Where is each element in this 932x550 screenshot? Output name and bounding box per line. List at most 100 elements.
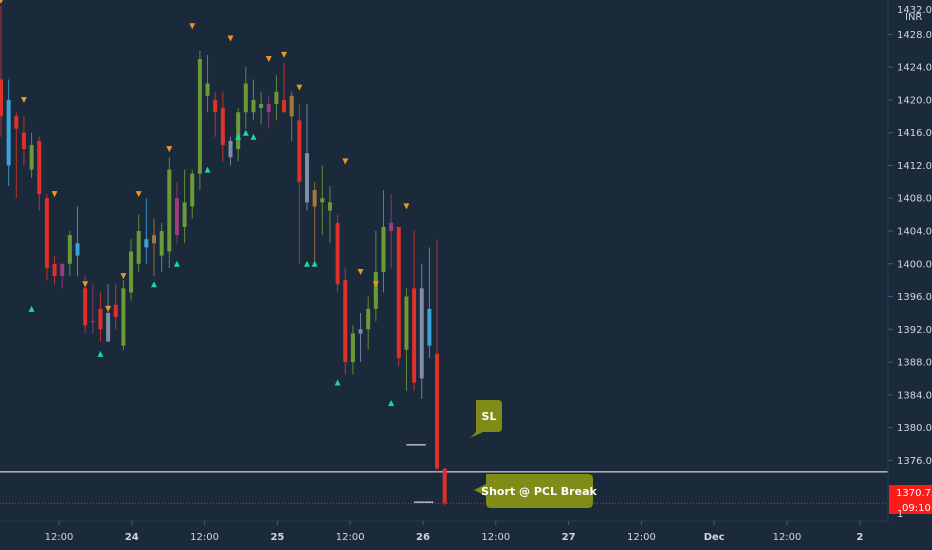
candle[interactable] [297,104,302,264]
candle[interactable] [389,194,394,268]
candle-body [6,99,11,166]
candle[interactable] [427,247,432,358]
candle[interactable] [350,325,355,375]
candle[interactable] [21,116,26,166]
candle[interactable] [213,91,218,137]
candle[interactable] [381,190,386,293]
candle[interactable] [159,222,164,272]
candle[interactable] [6,79,11,186]
candle[interactable] [113,284,118,330]
candle[interactable] [396,226,401,367]
candle[interactable] [52,255,57,285]
candle[interactable] [358,312,363,363]
candle[interactable] [197,50,202,191]
price-tick-label: 1408.00 [897,194,932,205]
candle[interactable] [44,194,49,281]
candle-body [312,190,317,207]
candle[interactable] [251,79,256,121]
time-tick-label: Dec [704,532,725,543]
candle[interactable] [335,214,340,293]
candle[interactable] [29,132,34,178]
candle[interactable] [67,231,72,277]
candle[interactable] [205,54,210,113]
candle[interactable] [404,288,409,391]
candle[interactable] [435,239,440,473]
price-axis-ticks: 1376.00 1380.00 1384.00 1388.00 1392.00 1396.… [888,30,932,467]
price-tick-label: 1376.00 [897,456,932,467]
candle-body [350,333,355,363]
candle-body [320,198,325,203]
annotation-lines-layer [406,444,434,503]
candle[interactable] [442,468,447,506]
price-tick-label: 1380.00 [897,423,932,434]
sell-signal-marker [342,158,349,165]
candle[interactable] [60,263,65,289]
candle[interactable] [228,136,233,166]
candle[interactable] [412,231,417,391]
candle[interactable] [259,91,264,125]
candle[interactable] [152,218,156,277]
candle-body [389,222,394,232]
candle[interactable] [75,206,80,277]
price-tick-label: 1412.00 [897,161,932,172]
candle-body [419,288,424,379]
candle[interactable] [190,169,195,219]
candle[interactable] [144,198,149,264]
sell-signal-marker [189,23,196,30]
candle[interactable] [98,292,103,342]
candle-body [427,308,432,346]
short-callout[interactable]: Short @ PCL Break [474,474,597,508]
candle[interactable] [289,91,294,141]
candle[interactable] [305,104,309,211]
candle[interactable] [243,67,248,129]
candles-layer[interactable] [0,5,447,506]
candle[interactable] [14,112,19,199]
candle[interactable] [167,157,172,268]
candle[interactable] [343,267,348,375]
candle[interactable] [327,185,332,244]
price-axis[interactable]: 1376.00 1380.00 1384.00 1388.00 1392.00 1396.… [887,0,932,521]
time-tick-label: 12:00 [190,532,219,543]
buy-signal-marker [204,166,211,173]
candle[interactable] [90,284,95,334]
candle[interactable] [37,136,42,211]
time-axis[interactable]: 12:00 24 12:00 25 12:00 26 12:00 27 12:00 Dec 12:0… [0,520,888,543]
candle[interactable] [320,165,325,236]
candle[interactable] [373,231,378,322]
candle[interactable] [282,63,287,113]
candle-body [205,83,210,96]
candle-body [289,95,294,117]
top-partial-label: 1432.0 [897,5,932,16]
candle[interactable] [174,181,179,244]
sell-signal-marker [82,281,89,288]
sell-signal-marker [296,84,303,91]
candle[interactable] [182,169,187,244]
buy-signal-marker [97,350,104,357]
candle-body [251,99,256,113]
time-tick-label: 12:00 [481,532,510,543]
candle-body [442,468,447,504]
time-tick-label: 2 [856,532,863,543]
candle[interactable] [129,239,134,301]
buy-signal-marker [250,133,257,140]
buy-signal-marker [388,400,395,407]
candle[interactable] [121,280,126,350]
sl-callout[interactable]: SL [470,400,502,438]
candle[interactable] [419,263,424,399]
candle[interactable] [136,214,141,272]
sell-signal-marker [372,281,379,288]
candle[interactable] [0,5,3,137]
candle[interactable] [312,181,317,264]
candle[interactable] [366,296,371,350]
candle[interactable] [106,284,111,342]
candle[interactable] [274,75,279,121]
price-tick-label: 1420.00 [897,95,932,106]
candle-body [297,120,302,182]
sell-signal-marker [227,35,234,42]
candle[interactable] [266,95,271,129]
candle-body [343,280,348,363]
candle[interactable] [220,91,225,162]
time-tick-label: 12:00 [336,532,365,543]
